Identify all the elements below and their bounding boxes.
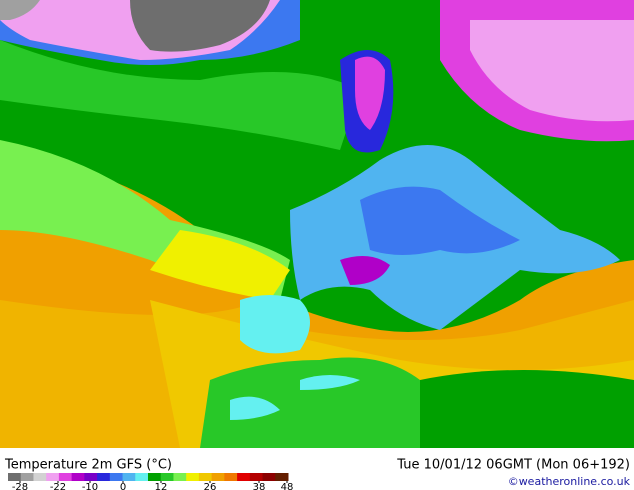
bottom-bar: Temperature 2m GFS (°C) Tue 10/01/12 06G…: [0, 448, 634, 490]
legend-swatch: [186, 473, 200, 481]
legend-tick-label: -22: [50, 482, 66, 490]
legend-swatch: [33, 473, 47, 481]
legend-swatch: [135, 473, 149, 481]
credit: ©weatheronline.co.uk: [508, 475, 631, 488]
legend-tick-label: 26: [204, 482, 217, 490]
legend-swatch: [160, 473, 174, 481]
legend-swatch: [8, 473, 22, 481]
legend-swatch: [237, 473, 251, 481]
map-title: Temperature 2m GFS (°C): [4, 458, 172, 473]
legend-tick-label: -28: [12, 482, 28, 490]
legend-swatch: [198, 473, 213, 481]
legend-swatch: [148, 473, 162, 481]
run-time: Tue 10/01/12 06GMT (Mon 06+192): [396, 458, 630, 473]
legend-tick-label: 12: [155, 482, 168, 490]
temperature-map: [0, 0, 634, 448]
legend-swatch: [97, 473, 111, 481]
legend-swatch: [46, 473, 60, 481]
color-legend: -28 -22 -10 0 12 26 38 48: [8, 473, 293, 490]
legend-swatch: [122, 473, 136, 481]
legend-swatch: [211, 473, 225, 481]
legend-swatch: [262, 473, 276, 481]
legend-swatch: [84, 473, 98, 481]
legend-swatch: [249, 473, 264, 481]
legend-swatch: [109, 473, 124, 481]
legend-swatch: [58, 473, 73, 481]
legend-swatch: [275, 473, 289, 481]
legend-tick-label: -10: [82, 482, 98, 490]
legend-swatch: [20, 473, 34, 481]
legend-tick-label: 0: [120, 482, 126, 490]
legend-tick-label: 38: [253, 482, 266, 490]
legend-swatch: [173, 473, 187, 481]
legend-swatch: [224, 473, 238, 481]
legend-tick-label: 48: [281, 482, 294, 490]
legend-swatch: [71, 473, 85, 481]
